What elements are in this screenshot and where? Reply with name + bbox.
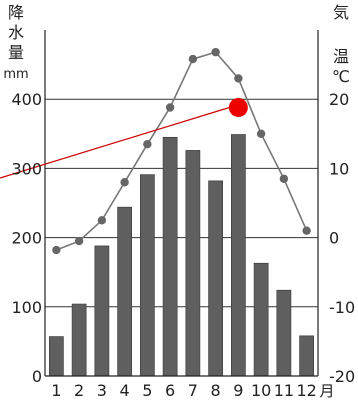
left-tick-label: 100	[11, 298, 42, 317]
temperature-point	[165, 103, 175, 112]
left-tick-label: 200	[11, 229, 42, 248]
temperature-point	[120, 178, 129, 187]
x-tick-label: 10	[251, 381, 271, 400]
x-tick-label: 3	[97, 381, 107, 400]
temperature-point	[143, 139, 152, 149]
x-tick-label: 7	[188, 381, 198, 400]
left-tick-label: 300	[11, 159, 42, 178]
precip-bar	[253, 262, 269, 377]
right-tick-label: 10	[329, 159, 349, 178]
grid-layer	[45, 98, 318, 308]
x-tick-label: 2	[74, 381, 84, 400]
line-layer	[56, 51, 308, 251]
pointer-line	[0, 106, 230, 179]
temperature-point	[302, 226, 311, 235]
left-axis-label-char: 水	[8, 23, 24, 42]
bar-layer	[49, 134, 314, 377]
axis-layer	[44, 30, 319, 377]
left-tick-label: 400	[11, 90, 42, 109]
temperature-point	[188, 54, 198, 64]
x-tick-label: 5	[142, 381, 152, 400]
x-unit-label: 月	[319, 382, 334, 400]
x-tick-label: 6	[165, 381, 175, 400]
precip-bar	[162, 136, 178, 377]
right-tick-label: 20	[329, 90, 349, 109]
annotation-layer	[0, 98, 248, 179]
precip-bar	[49, 336, 64, 377]
precip-bar	[140, 174, 155, 377]
precip-bar	[231, 134, 246, 377]
x-tick-label: 12	[296, 381, 316, 400]
temperature-point	[234, 74, 243, 83]
precip-bar	[94, 245, 110, 377]
temperature-point	[256, 129, 266, 138]
temperature-line	[56, 51, 308, 251]
right-tick-label: 0	[329, 229, 339, 248]
right-axis-label-char: 温	[333, 47, 349, 66]
right-axis-label-char: ℃	[332, 67, 350, 86]
left-axis-label-char: 量	[8, 43, 24, 62]
x-tick-label: 8	[211, 381, 221, 400]
right-tick-label: -10	[329, 298, 355, 317]
x-tick-label: 11	[274, 381, 294, 400]
precip-bar	[276, 289, 292, 377]
temperature-point	[279, 174, 289, 183]
highlight-point	[228, 98, 248, 118]
left-axis-label-char: mm	[3, 67, 28, 82]
temperature-point	[211, 47, 220, 57]
left-axis-label-char: 降	[8, 3, 24, 22]
temperature-point	[74, 236, 84, 246]
right-tick-label: -20	[329, 367, 355, 386]
x-tick-label: 4	[120, 381, 130, 400]
precip-bar	[185, 150, 201, 377]
temperature-point	[97, 216, 107, 225]
marker-layer	[52, 47, 311, 255]
precip-bar	[117, 206, 132, 377]
precip-bar	[71, 303, 87, 377]
x-tick-label: 9	[233, 381, 243, 400]
precip-bar	[299, 335, 314, 377]
temperature-point	[52, 245, 61, 255]
left-tick-label: 0	[32, 367, 42, 386]
precip-bar	[208, 180, 223, 377]
right-axis-label-char: 気	[333, 3, 349, 22]
x-tick-label: 1	[51, 381, 61, 400]
